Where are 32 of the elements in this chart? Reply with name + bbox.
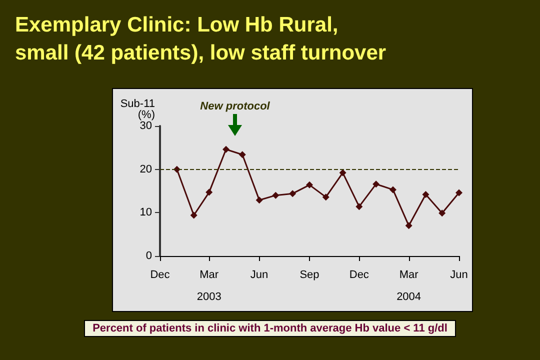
y-tick-label: 20	[140, 163, 152, 176]
chart-title: Exemplary Clinic: Low Hb Rural, small (42 patients), low staff turnover	[15, 14, 386, 64]
point	[256, 196, 263, 204]
point	[356, 203, 363, 210]
y-tick-label: 0	[146, 250, 152, 262]
y-axis-title: Sub-11 (%)	[120, 98, 155, 122]
y-tick-label: 10	[140, 206, 152, 219]
x-tick-label: Dec	[349, 269, 370, 281]
point	[389, 186, 396, 194]
text: Percent of patients in clinic with 1-month average Hb value < 11 g/dl	[92, 322, 448, 334]
point	[422, 190, 430, 198]
x-tick-label: Dec	[150, 269, 170, 281]
x-tick-label: Jun	[250, 269, 268, 281]
point	[372, 180, 380, 188]
x-tick-label: Mar 2003	[196, 269, 222, 303]
point	[322, 194, 330, 201]
point	[272, 192, 280, 199]
point	[306, 181, 313, 188]
x-tick-label: Sep	[300, 269, 320, 281]
point	[405, 222, 412, 230]
point	[339, 169, 346, 176]
point	[190, 212, 198, 219]
y-tick-label: 30	[140, 120, 152, 132]
point	[289, 190, 296, 198]
point	[456, 189, 462, 196]
point	[438, 210, 446, 217]
point	[238, 151, 246, 158]
x-tick-label: Jun	[450, 269, 468, 281]
point	[206, 188, 213, 196]
point	[222, 146, 230, 153]
x-tick-label: Mar 2004	[396, 269, 422, 303]
text: New protocol	[200, 100, 271, 112]
